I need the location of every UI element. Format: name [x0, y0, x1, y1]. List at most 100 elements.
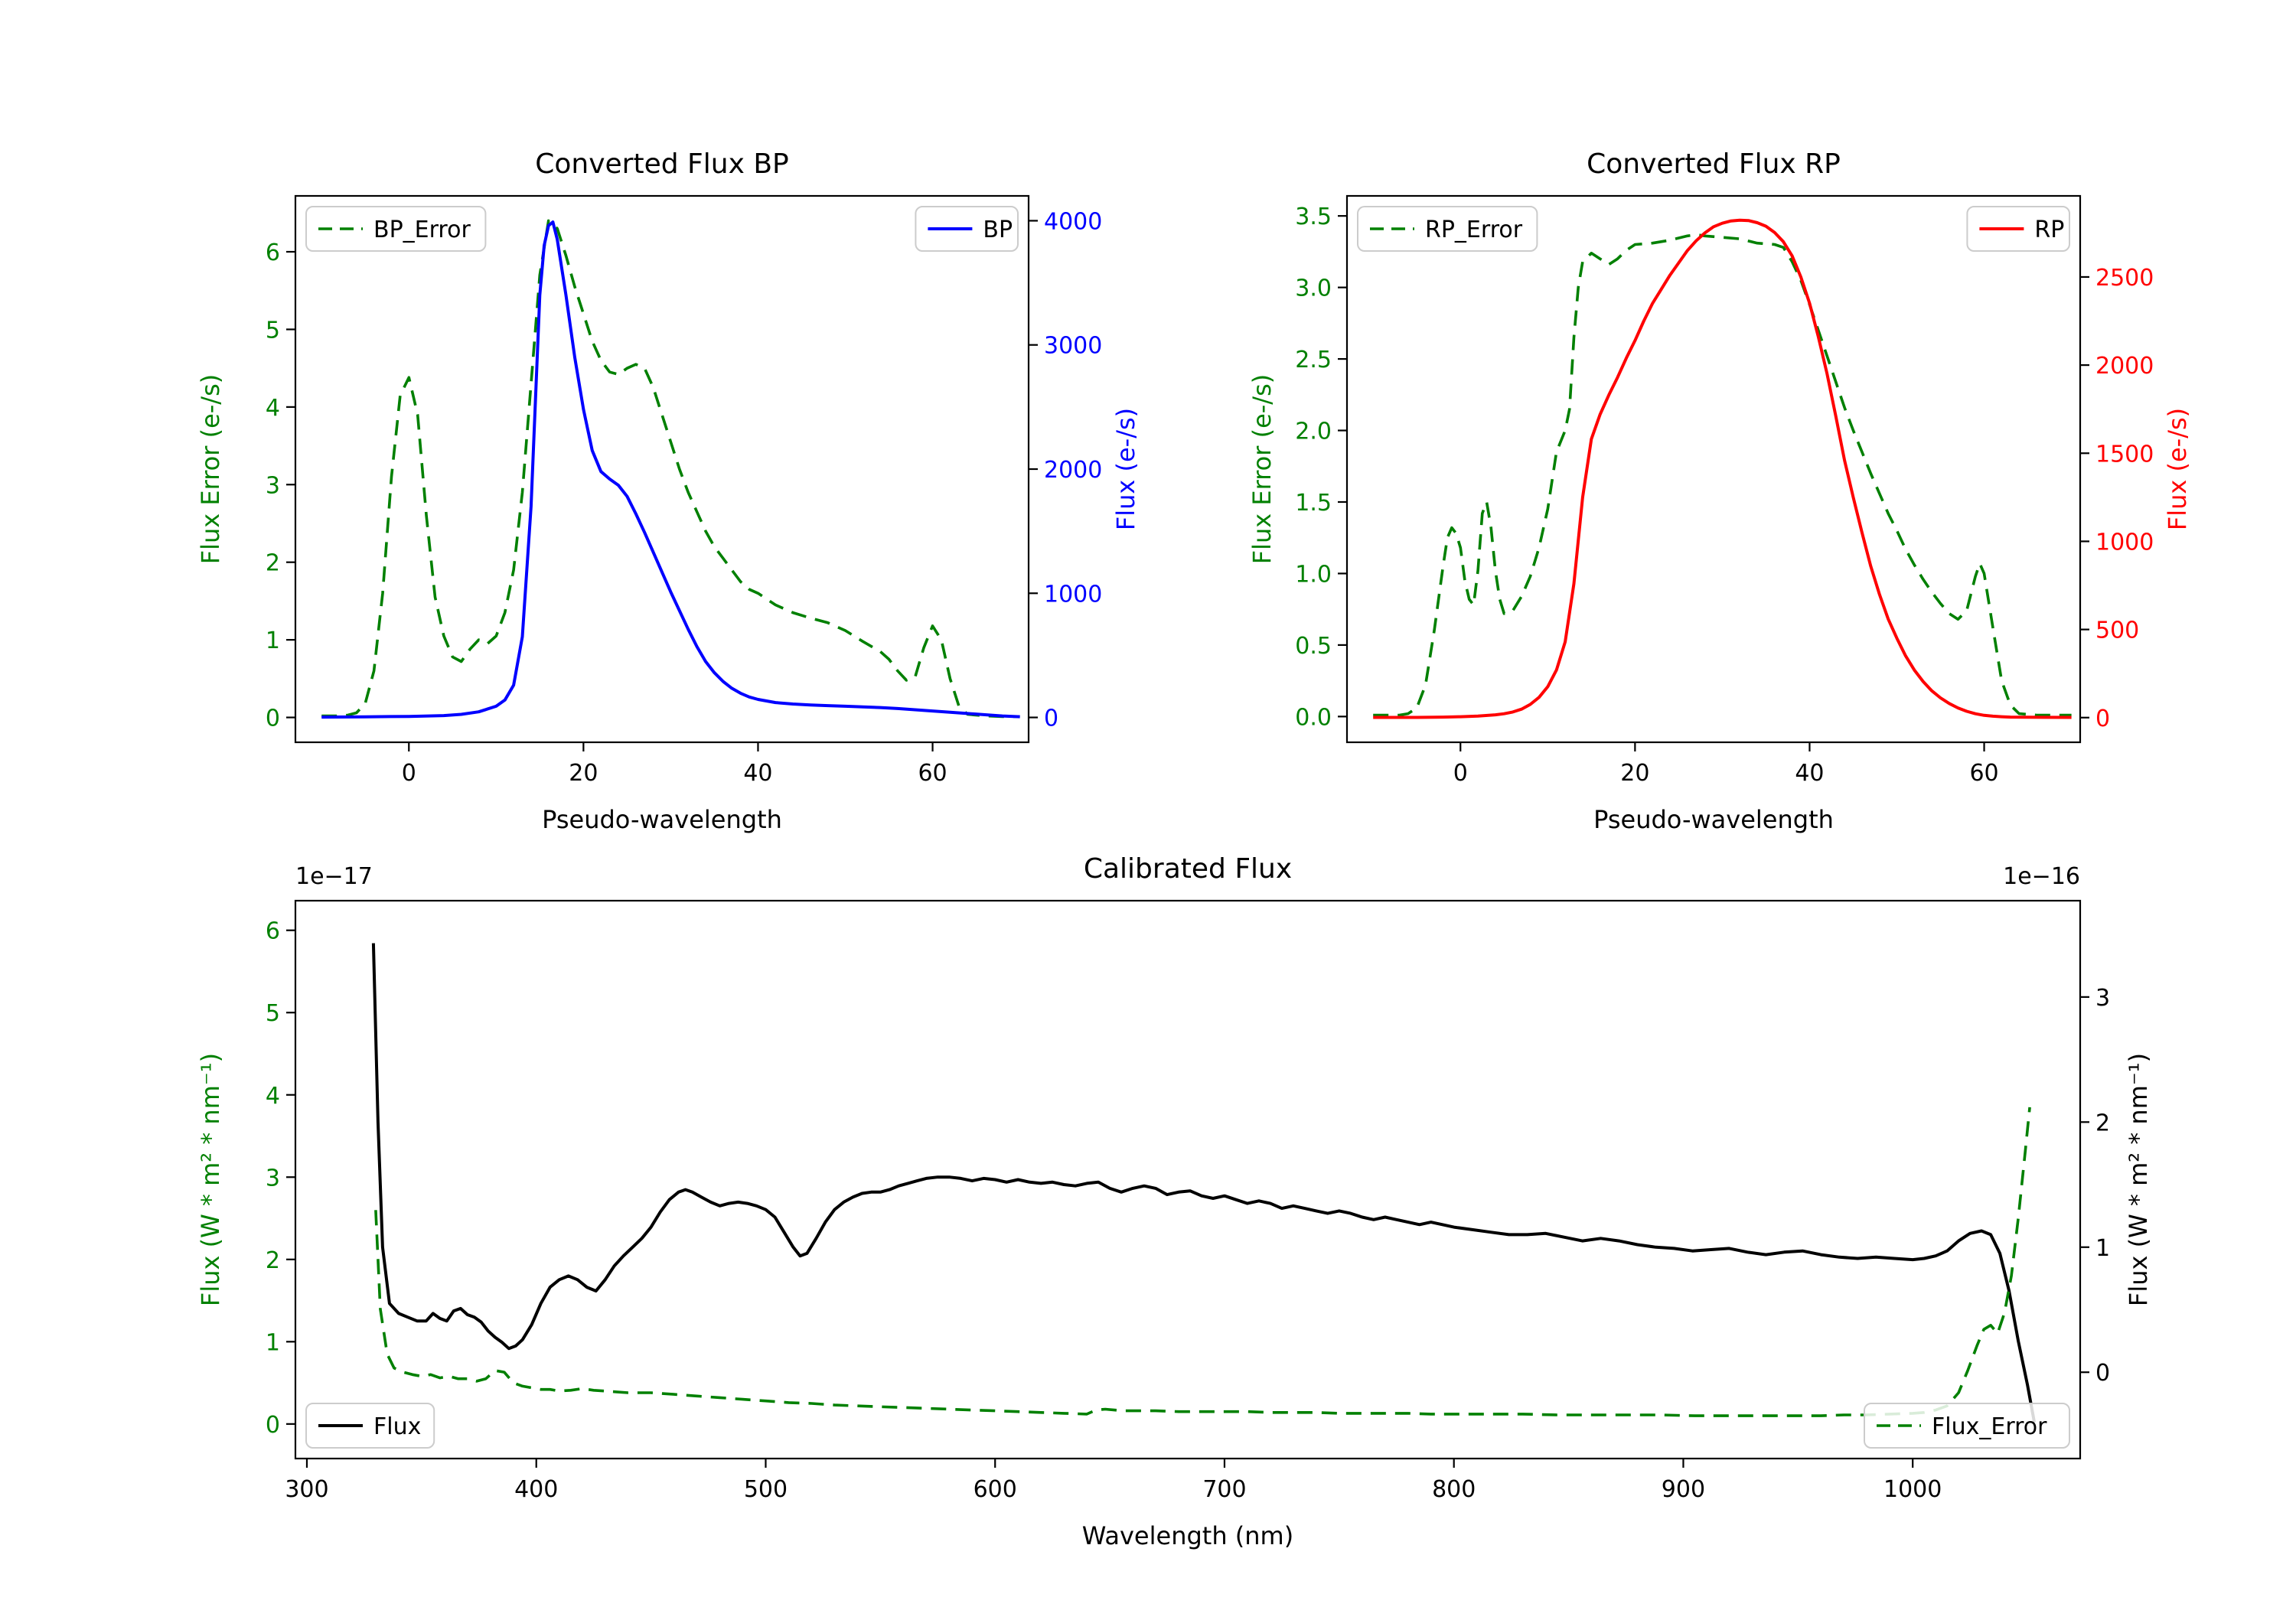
y-tick-label-left: 6: [266, 240, 280, 266]
legend-box: [305, 1403, 435, 1449]
y-tick-label-left: 2: [266, 550, 280, 577]
x-tick-label: 1000: [1883, 1476, 1942, 1503]
x-axis-label: Wavelength (nm): [1082, 1521, 1293, 1550]
y-axis-label-left: Flux Error (e-/s): [1247, 374, 1277, 565]
y-tick-label-left: 3: [266, 472, 280, 499]
y-axis-label-right: Flux (e-/s): [1111, 408, 1140, 530]
legend-flux: Flux: [305, 1403, 435, 1449]
y-tick-label-right: 2500: [2095, 265, 2154, 292]
y-tick-label-right: 2: [2095, 1110, 2110, 1136]
y-tick-label-left: 5: [266, 317, 280, 344]
x-tick-label: 300: [285, 1476, 328, 1503]
legend-label: BP_Error: [373, 217, 471, 243]
x-tick-label: 700: [1202, 1476, 1246, 1503]
y-tick-label-right: 2000: [2095, 353, 2154, 380]
axes-spines: [294, 899, 2082, 1460]
legend-box: [1864, 1403, 2070, 1449]
chart-cal: 300 400 500 600 700 800 900 1000 0 1 2 3 4 5 6 0 1 2 3 Cali…: [196, 853, 2153, 1550]
y-tick-label-left: 1: [266, 1329, 280, 1356]
y-tick-label-left: 0: [266, 706, 280, 732]
x-axis-label: Pseudo-wavelength: [1593, 805, 1834, 834]
legend-bp_error: BP_Error: [305, 206, 487, 252]
series-group: [321, 219, 1020, 719]
legend-label: RP_Error: [1425, 217, 1523, 243]
x-tick-label: 40: [1795, 760, 1824, 787]
y-tick-label-left: 2.5: [1295, 347, 1332, 373]
y-tick-label-left: 3.0: [1295, 275, 1332, 302]
y-axis-label-left: Flux Error (e-/s): [196, 374, 225, 565]
y-tick-label-right: 1: [2095, 1235, 2110, 1262]
offset-text-left: 1e−17: [295, 863, 373, 890]
y-tick-label-left: 6: [266, 918, 280, 945]
series-bp_error-line: [321, 219, 1020, 719]
y-tick-label-right: 1000: [2095, 529, 2154, 556]
axes-spines: [1345, 194, 2082, 744]
legend-label: Flux: [373, 1413, 421, 1440]
legend-label: RP: [2034, 217, 2064, 243]
series-rp-line: [1373, 218, 2072, 719]
legend-label: Flux_Error: [1932, 1413, 2047, 1440]
series-flux_error-line: [374, 1107, 2031, 1417]
legend-box: [305, 206, 487, 252]
x-tick-label: 20: [569, 760, 598, 787]
y-tick-label-right: 4000: [1044, 208, 1102, 235]
y-tick-label-left: 4: [266, 395, 280, 422]
y-tick-label-left: 3: [266, 1165, 280, 1191]
legend-bp: BP: [915, 206, 1019, 252]
y-tick-label-left: 2.0: [1295, 419, 1332, 445]
x-tick-label: 0: [402, 760, 416, 787]
y-tick-label-left: 1.0: [1295, 561, 1332, 588]
x-tick-label: 400: [514, 1476, 558, 1503]
y-axis-label-left: Flux (W * m² * nm⁻¹): [196, 1053, 225, 1306]
x-tick-label: 0: [1453, 760, 1468, 787]
y-tick-label-right: 0: [1044, 706, 1058, 732]
axes-spines: [294, 194, 1030, 744]
series-rp_error-line: [1373, 233, 2072, 717]
y-tick-label-left: 1: [266, 627, 280, 654]
x-tick-label: 500: [744, 1476, 788, 1503]
chart-rp: 0 20 40 60 0.0 0.5 1.0 1.5 2.0 2.5 3.0 3.5 0 500 1000 1…: [1247, 148, 2192, 834]
chart-title: Converted Flux RP: [1587, 148, 1841, 180]
y-tick-label-left: 0: [266, 1412, 280, 1439]
y-tick-label-right: 3: [2095, 985, 2110, 1012]
y-tick-label-right: 1500: [2095, 441, 2154, 468]
legend-rp: RP: [1966, 206, 2070, 252]
x-tick-label: 800: [1432, 1476, 1476, 1503]
series-flux-line: [371, 943, 2037, 1423]
y-axis-label-right: Flux (W * m² * nm⁻¹): [2124, 1053, 2153, 1306]
y-tick-label-left: 3.5: [1295, 204, 1332, 230]
series-bp-line: [321, 220, 1020, 719]
y-axis-label-right: Flux (e-/s): [2163, 408, 2192, 530]
x-tick-label: 40: [743, 760, 772, 787]
x-axis-label: Pseudo-wavelength: [542, 805, 782, 834]
x-tick-label: 60: [1969, 760, 1998, 787]
y-tick-label-left: 2: [266, 1247, 280, 1274]
y-tick-label-right: 0: [2095, 706, 2110, 732]
y-tick-label-right: 2000: [1044, 457, 1102, 484]
y-tick-label-left: 4: [266, 1083, 280, 1110]
y-tick-label-left: 1.5: [1295, 490, 1332, 517]
y-tick-label-right: 3000: [1044, 333, 1102, 360]
y-tick-label-right: 1000: [1044, 581, 1102, 608]
offset-text-right: 1e−16: [2003, 863, 2080, 890]
x-tick-label: 900: [1662, 1476, 1705, 1503]
y-tick-label-right: 500: [2095, 618, 2139, 644]
y-tick-label-left: 0.0: [1295, 704, 1332, 731]
legend-label: BP: [983, 217, 1013, 243]
series-group: [1373, 218, 2072, 719]
legend-rp_error: RP_Error: [1357, 206, 1538, 252]
series-group: [371, 943, 2037, 1423]
y-tick-label-left: 0.5: [1295, 633, 1332, 660]
x-tick-label: 600: [974, 1476, 1017, 1503]
chart-title: Converted Flux BP: [535, 148, 788, 180]
legend-box: [1357, 206, 1538, 252]
y-tick-label-right: 0: [2095, 1360, 2110, 1387]
y-tick-label-left: 5: [266, 1000, 280, 1027]
chart-title: Calibrated Flux: [1084, 853, 1292, 885]
legend-flux_error: Flux_Error: [1864, 1403, 2070, 1449]
chart-bp: 0 20 40 60012345601000200030004000Converted…: [196, 148, 1140, 834]
x-tick-label: 20: [1620, 760, 1649, 787]
x-tick-label: 60: [918, 760, 947, 787]
